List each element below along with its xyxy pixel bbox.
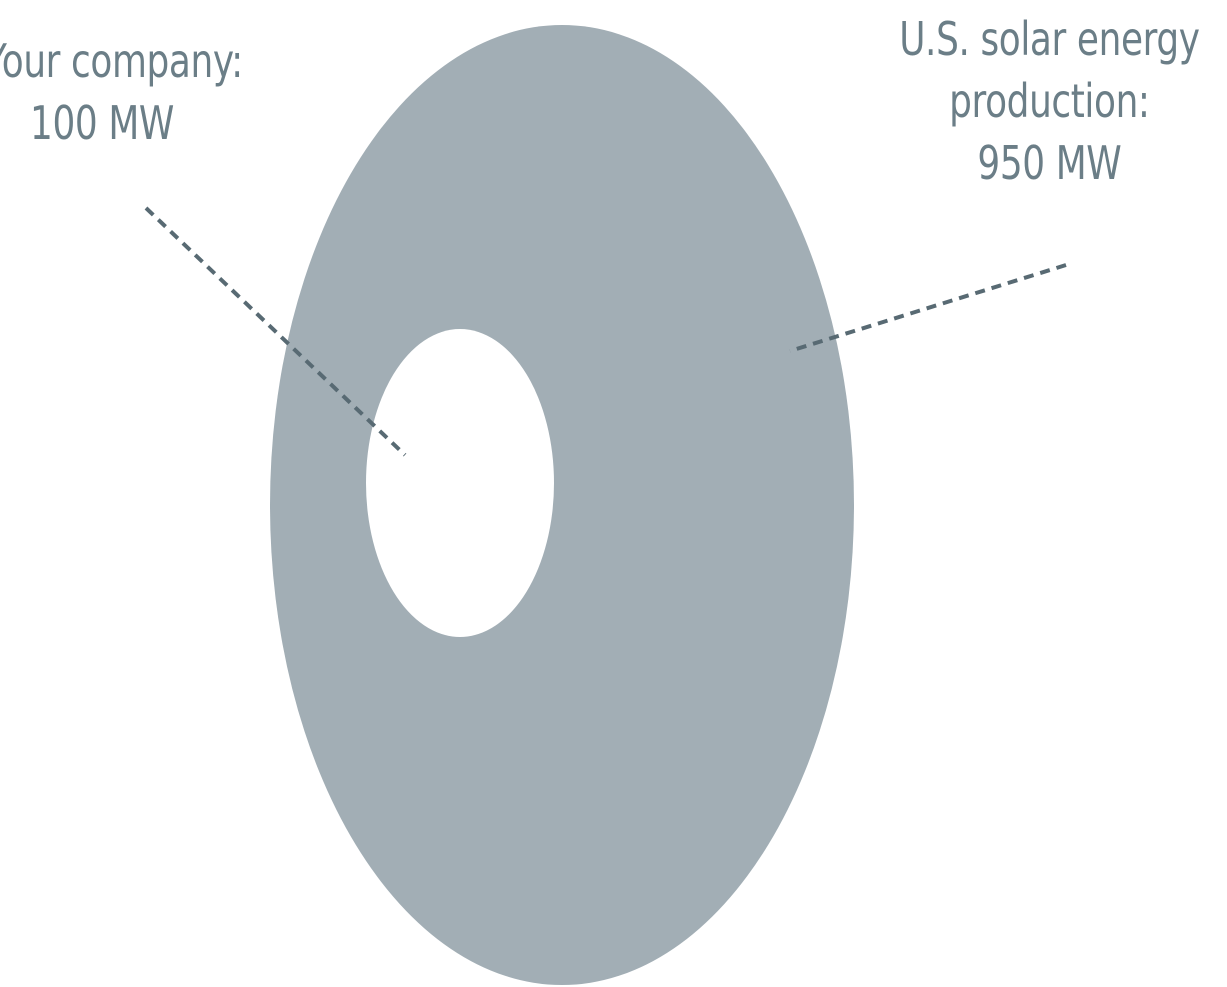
us-production-disc: [270, 25, 854, 985]
us-label-subtitle: production:: [949, 74, 1150, 128]
us-production-label: U.S. solar energy production: 950 MW: [870, 8, 1227, 194]
us-label-title: U.S. solar energy: [899, 12, 1200, 66]
company-label-value: 100 MW: [30, 96, 174, 150]
company-leader-line: [144, 206, 407, 457]
company-disc: [366, 329, 554, 637]
us-leader-line: [789, 263, 1067, 353]
company-label: Your company: 100 MW: [0, 30, 243, 154]
us-label-value: 950 MW: [977, 136, 1122, 190]
company-label-title: Your company:: [0, 34, 243, 88]
